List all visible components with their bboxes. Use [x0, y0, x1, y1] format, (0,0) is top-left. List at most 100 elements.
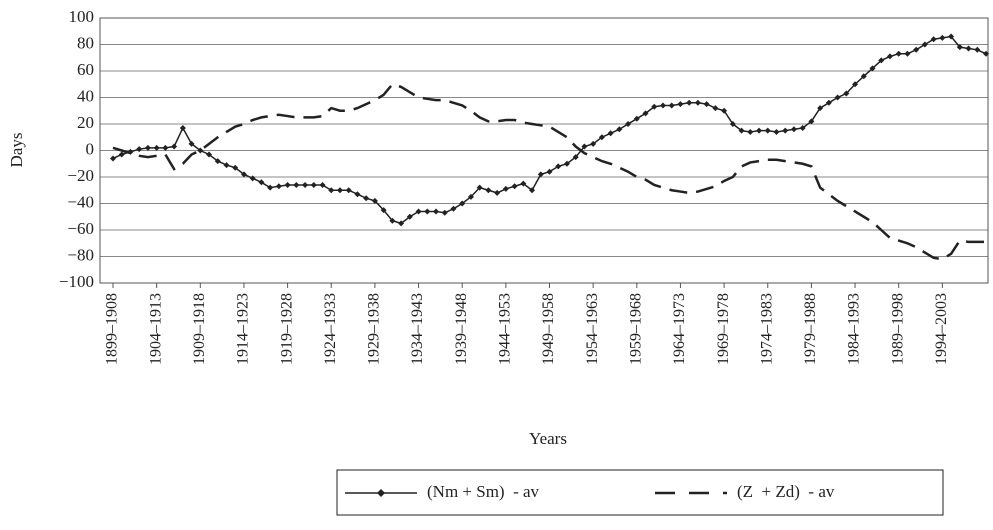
x-tick-label: 1994–2003	[933, 293, 950, 365]
data-marker	[983, 50, 989, 57]
data-marker	[214, 158, 221, 165]
legend-label: (Nm + Sm) - av	[427, 482, 540, 501]
x-tick-label: 1904–1913	[147, 293, 164, 365]
data-marker	[808, 118, 815, 125]
y-tick-label: 100	[69, 7, 95, 26]
data-marker	[162, 144, 169, 151]
data-marker	[424, 208, 431, 215]
data-marker	[651, 103, 658, 110]
data-marker	[537, 171, 544, 178]
data-marker	[380, 207, 387, 214]
data-marker	[677, 101, 684, 108]
y-tick-label: −40	[67, 192, 94, 211]
x-tick-label: 1914–1923	[235, 293, 252, 365]
data-marker	[485, 187, 492, 194]
data-marker	[712, 105, 719, 112]
data-marker	[921, 41, 928, 48]
data-marker	[563, 160, 570, 167]
data-marker	[843, 90, 850, 97]
x-tick-label: 1979–1988	[802, 293, 819, 365]
data-marker	[860, 73, 867, 80]
x-tick-label: 1929–1938	[366, 293, 383, 365]
data-marker	[555, 163, 562, 170]
data-marker	[607, 130, 614, 137]
x-tick-label: 1969–1978	[715, 293, 732, 365]
data-marker	[406, 213, 413, 220]
data-marker	[694, 99, 701, 106]
data-marker	[144, 144, 151, 151]
data-marker	[310, 181, 317, 188]
legend-box	[336, 469, 944, 516]
data-marker	[738, 127, 745, 134]
data-marker	[433, 208, 440, 215]
data-marker	[476, 184, 483, 191]
data-marker	[441, 209, 448, 216]
x-tick-label: 1964–1973	[671, 293, 688, 365]
data-marker	[616, 126, 623, 133]
data-marker	[502, 185, 509, 192]
data-marker	[729, 121, 736, 127]
data-marker	[895, 50, 902, 57]
y-tick-label: 20	[77, 113, 94, 132]
y-tick-label: 60	[77, 60, 94, 79]
data-marker	[572, 154, 579, 161]
data-marker	[267, 184, 274, 191]
data-marker	[642, 110, 649, 117]
legend-marker	[377, 489, 385, 497]
data-marker	[930, 36, 937, 43]
data-marker	[354, 191, 361, 198]
data-marker	[293, 181, 300, 188]
data-marker	[450, 205, 457, 212]
x-tick-label: 1909–1918	[191, 293, 208, 365]
x-tick-label: 1934–1943	[409, 293, 426, 365]
data-marker	[511, 183, 518, 190]
data-marker	[467, 193, 474, 200]
x-tick-label: 1944–1953	[497, 293, 514, 365]
data-marker	[686, 99, 693, 106]
data-marker	[668, 102, 675, 109]
data-marker	[302, 181, 309, 188]
data-marker	[625, 121, 632, 127]
y-tick-label: −80	[67, 245, 94, 264]
data-marker	[171, 143, 178, 150]
data-marker	[939, 34, 946, 41]
data-marker	[852, 81, 859, 88]
x-tick-label: 1949–1958	[540, 293, 557, 365]
data-marker	[206, 151, 213, 158]
data-marker	[179, 124, 186, 131]
data-marker	[773, 128, 780, 135]
series-line	[112, 35, 987, 225]
data-marker	[886, 53, 893, 60]
x-tick-label: 1959–1968	[627, 293, 644, 365]
y-tick-label: 80	[77, 33, 94, 52]
data-marker	[284, 181, 291, 188]
data-marker	[398, 220, 405, 227]
data-marker	[118, 151, 125, 158]
data-marker	[363, 195, 370, 202]
data-marker	[869, 65, 876, 72]
data-marker	[494, 189, 501, 196]
data-marker	[546, 168, 553, 175]
legend-label: (Z + Zd) - av	[737, 482, 835, 501]
y-axis-label: Days	[7, 133, 26, 168]
data-marker	[110, 155, 116, 162]
data-marker	[703, 101, 710, 108]
data-marker	[721, 107, 728, 114]
data-marker	[965, 45, 972, 52]
y-tick-label: 40	[77, 86, 94, 105]
y-tick-label: −100	[59, 272, 94, 291]
data-marker	[817, 105, 824, 112]
x-axis-label: Years	[529, 429, 567, 448]
y-tick-label: 0	[86, 139, 95, 158]
data-marker	[633, 115, 640, 122]
data-marker	[904, 50, 911, 57]
y-tick-label: −20	[67, 166, 94, 185]
data-marker	[319, 181, 326, 188]
x-tick-label: 1924–1933	[322, 293, 339, 365]
series-line	[112, 82, 986, 261]
data-marker	[790, 126, 797, 133]
data-marker	[529, 187, 536, 194]
data-marker	[249, 175, 256, 182]
data-marker	[258, 179, 265, 186]
